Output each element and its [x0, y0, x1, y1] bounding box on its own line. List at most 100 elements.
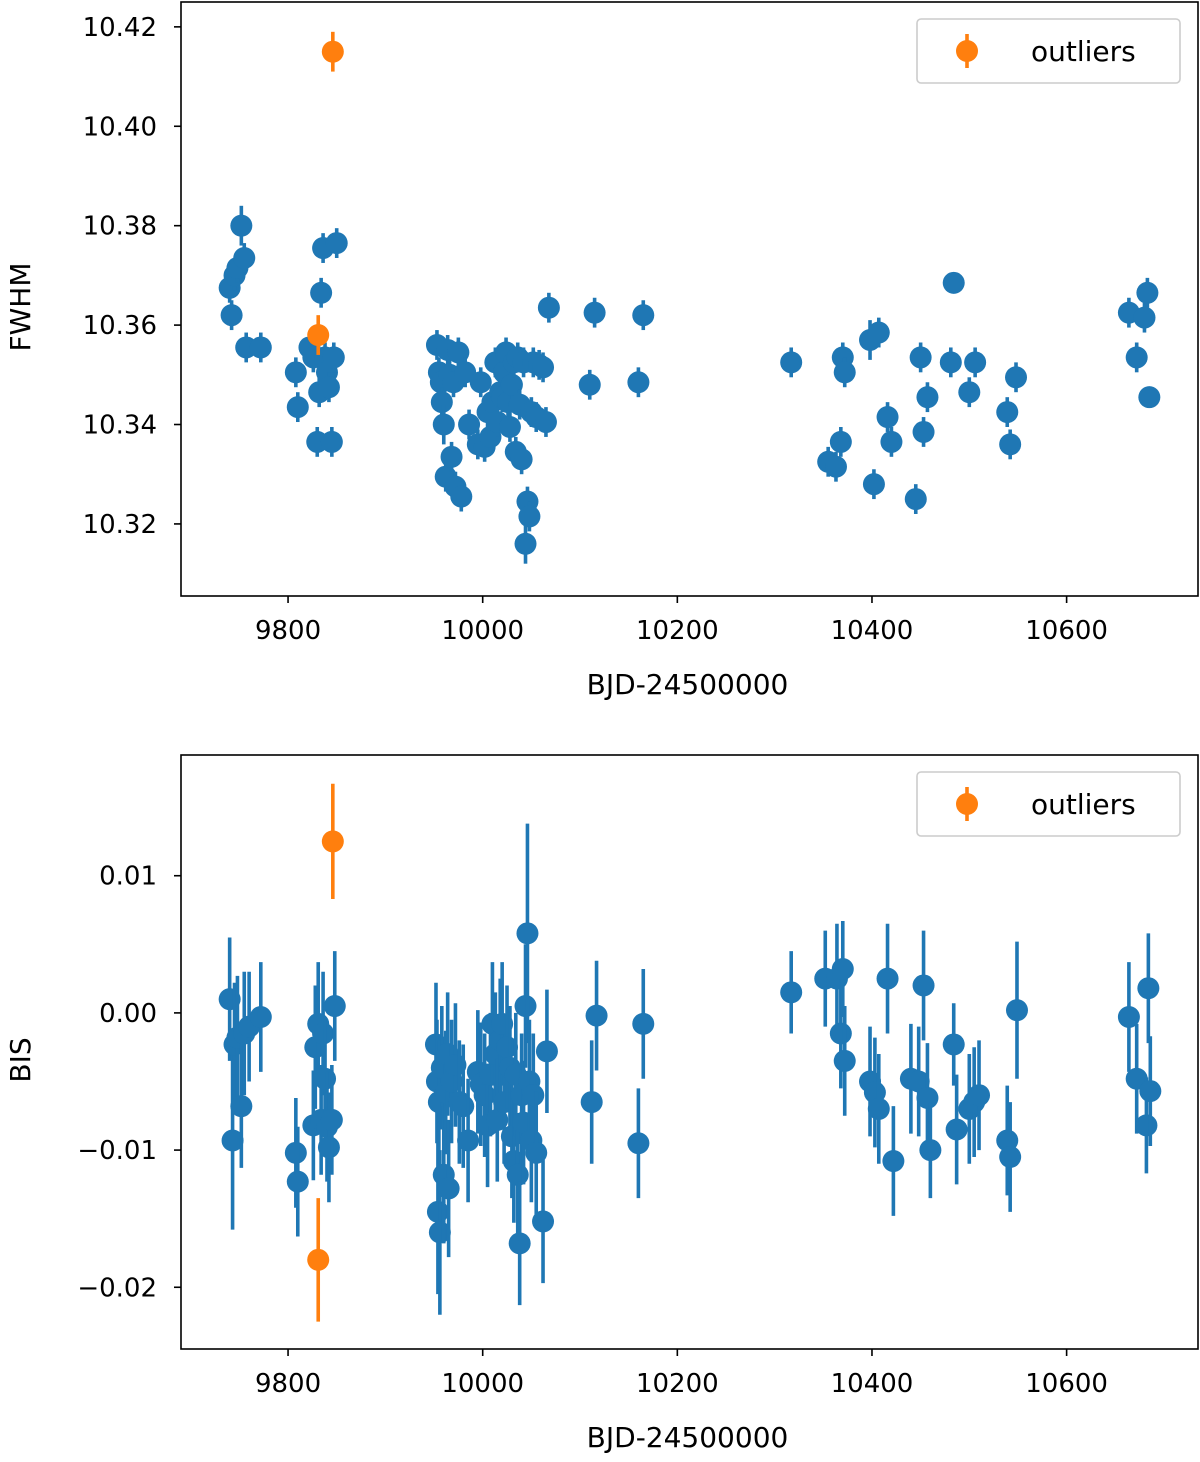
fwhm-point-data-86 [916, 386, 939, 409]
bis-point-data-59 [522, 1084, 545, 1107]
fwhm-point-data-93 [1005, 366, 1028, 389]
bis-point-data-91 [1117, 1006, 1140, 1029]
bis-point-data-1 [221, 1129, 244, 1152]
fwhm-ytick-label-10-42: 10.42 [83, 13, 157, 43]
bis-point-data-19 [323, 995, 346, 1018]
fwhm-point-data-56 [510, 448, 533, 471]
bis-point-data-89 [999, 1145, 1022, 1168]
fwhm-point-data-69 [583, 301, 606, 324]
bis-point-data-37 [473, 1084, 496, 1107]
fwhm-point-data-81 [876, 406, 899, 429]
fwhm-point-data-7 [249, 336, 272, 359]
fwhm-ytick-label-10-40: 10.40 [83, 112, 157, 142]
fwhm-panel: 9800 10000 10200 10400 10600 10.32 10.34 10.36 1… [4, 1, 1199, 701]
fwhm-point-outliers-0 [307, 324, 330, 347]
fwhm-point-data-83 [904, 488, 927, 511]
bis-point-data-79 [907, 1070, 930, 1093]
fwhm-point-data-95 [1125, 346, 1148, 369]
bis-point-data-95 [1139, 1080, 1162, 1103]
bis-ytick-label-0-00: 0.00 [99, 999, 157, 1029]
fwhm-point-data-5 [233, 246, 256, 269]
bis-series-outliers [307, 783, 344, 1322]
fwhm-point-data-30 [440, 445, 463, 468]
fwhm-series-data [218, 205, 1161, 564]
bis-point-data-46 [496, 1036, 519, 1059]
bis-point-data-17 [317, 1136, 340, 1159]
bis-point-data-60 [525, 1141, 548, 1164]
fwhm-point-data-98 [1138, 386, 1161, 409]
fwhm-xtick-label-10400: 10400 [831, 616, 914, 646]
bis-point-data-8 [284, 1141, 307, 1164]
bis-point-data-82 [919, 1139, 942, 1162]
bis-point-data-88 [996, 1129, 1019, 1152]
fwhm-legend: outliers [916, 18, 1181, 84]
fwhm-point-data-82 [880, 430, 903, 453]
bis-point-data-93 [1135, 1114, 1158, 1137]
bis-panel: 9800 10000 10200 10400 10600 −0.02 −0.01 0.00 0.… [4, 754, 1199, 1454]
bis-point-outliers-0 [307, 1248, 330, 1271]
bis-y-axis-label: BIS [4, 1037, 37, 1082]
fwhm-point-data-35 [454, 361, 477, 384]
fwhm-point-data-4 [230, 214, 253, 237]
fwhm-xtick-label-10600: 10600 [1025, 616, 1108, 646]
bis-point-data-34 [457, 1129, 480, 1152]
bis-point-data-29 [437, 1177, 460, 1200]
fwhm-legend-marker [956, 40, 978, 62]
fwhm-point-data-38 [469, 371, 492, 394]
fwhm-legend-box [916, 18, 1181, 84]
fwhm-point-data-97 [1136, 281, 1159, 304]
bis-point-data-22 [426, 1200, 449, 1223]
fwhm-point-data-50 [498, 415, 521, 438]
bis-legend-box [916, 771, 1181, 837]
fwhm-ytick-label-10-38: 10.38 [83, 212, 157, 242]
fwhm-ytick-label-10-32: 10.32 [83, 510, 157, 540]
fwhm-point-data-26 [432, 413, 455, 436]
bis-point-data-81 [916, 1086, 939, 1109]
fwhm-point-data-9 [286, 396, 309, 419]
bis-point-data-18 [320, 1108, 343, 1131]
fwhm-point-data-72 [780, 351, 803, 374]
fwhm-point-data-77 [833, 361, 856, 384]
fwhm-point-data-91 [996, 401, 1019, 424]
fwhm-point-data-67 [537, 296, 560, 319]
fwhm-y-axis-label: FWHM [4, 262, 37, 351]
fwhm-point-data-51 [500, 373, 523, 396]
fwhm-legend-label: outliers [1031, 35, 1136, 68]
bis-point-data-67 [780, 981, 803, 1004]
fwhm-point-data-8 [284, 361, 307, 384]
bis-point-data-52 [508, 1232, 531, 1255]
fwhm-point-data-89 [958, 381, 981, 404]
fwhm-point-data-25 [430, 391, 453, 414]
fwhm-point-data-60 [518, 505, 541, 528]
bis-point-data-51 [506, 1163, 529, 1186]
bis-point-data-63 [580, 1091, 603, 1114]
fwhm-point-data-79 [862, 473, 885, 496]
fwhm-point-data-71 [632, 304, 655, 327]
bis-point-data-55 [514, 995, 537, 1018]
bis-point-data-62 [535, 1040, 558, 1063]
fwhm-xtick-label-10200: 10200 [636, 616, 719, 646]
fwhm-point-data-1 [220, 304, 243, 327]
fwhm-point-data-87 [939, 351, 962, 374]
bis-point-data-94 [1137, 977, 1160, 1000]
bis-point-data-56 [516, 922, 539, 945]
bis-xtick-label-10200: 10200 [636, 1369, 719, 1399]
bis-axes-frame [180, 754, 1199, 1350]
bis-point-data-70 [829, 1022, 852, 1045]
bis-point-data-87 [968, 1084, 991, 1107]
bis-legend: outliers [916, 771, 1181, 837]
fwhm-point-data-90 [964, 351, 987, 374]
bis-point-data-75 [867, 1097, 890, 1120]
bis-point-data-71 [831, 958, 854, 981]
bis-x-axis-label: BJD-24500000 [587, 1421, 789, 1454]
bis-point-data-65 [627, 1132, 650, 1155]
bis-series-data [218, 823, 1162, 1315]
bis-point-data-14 [312, 1022, 335, 1045]
fwhm-point-data-92 [999, 433, 1022, 456]
bis-point-data-64 [585, 1004, 608, 1027]
bis-point-data-61 [532, 1210, 555, 1233]
bis-xtick-label-10000: 10000 [441, 1369, 524, 1399]
bis-point-data-83 [942, 1033, 965, 1056]
fwhm-point-data-75 [829, 430, 852, 453]
